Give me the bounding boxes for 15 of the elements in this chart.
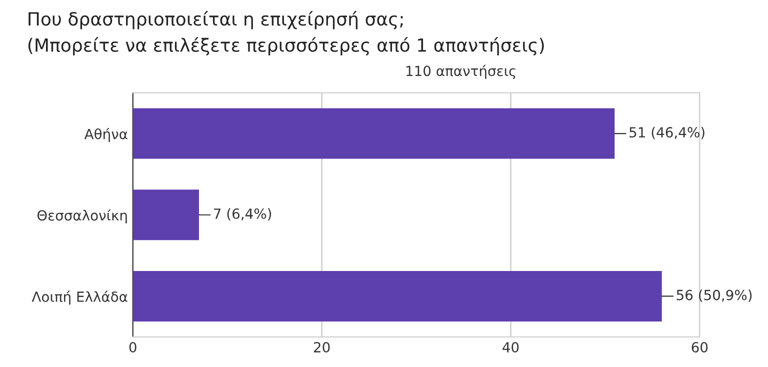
x-tick-label: 20 [314,342,330,353]
data-label: 7 (6,4%) [214,208,272,221]
data-label: 56 (50,9%) [676,290,752,302]
x-tick-label: 60 [692,342,708,353]
chart-title: Που δραστηριοποιείται η επιχείρησή σας; (Μπορείτε να επιλέξετε περισσότερες από 1 απαντήσεις) [28,11,544,56]
chart-subtitle: 110 απαντήσεις [406,64,516,79]
x-tick-label: 0 [129,342,136,353]
y-tick-label: Θεσσαλονίκη [37,209,127,224]
bar [132,108,615,159]
y-tick-label: Αθήνα [84,128,128,142]
data-label: 51 (46,4%) [630,126,704,140]
y-tick-label: Λοιπή Ελλάδα [32,290,128,305]
bar [132,190,199,240]
bar [132,271,662,322]
x-tick-label: 40 [502,342,519,353]
